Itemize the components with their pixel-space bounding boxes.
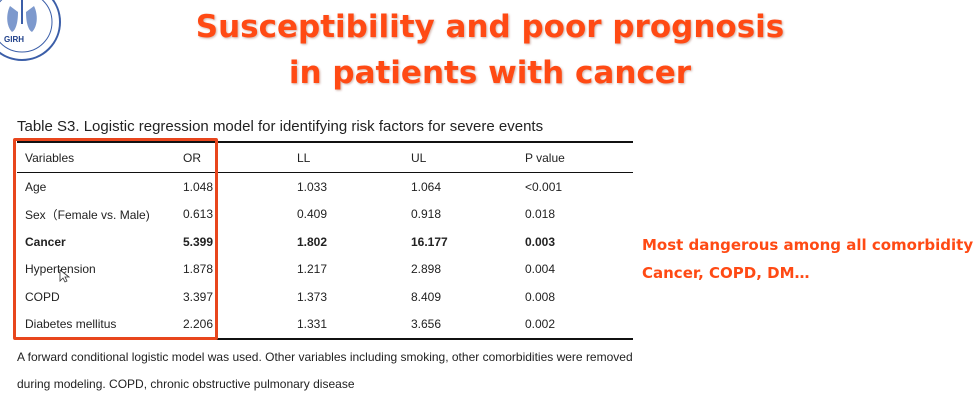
cell-ll: 1.217 (297, 262, 328, 277)
lungs-seal-icon: GIRH (0, 0, 61, 61)
cell-ll: 1.373 (297, 289, 328, 304)
cell-or: 3.397 (183, 289, 214, 304)
header-ll: LL (297, 150, 311, 165)
table-row: Hypertension 1.878 1.217 2.898 0.004 (17, 256, 633, 284)
cell-p-value: 0.018 (525, 207, 556, 222)
cell-variable: Hypertension (25, 262, 96, 277)
title-line-1: Susceptibility and poor prognosis (195, 9, 785, 45)
table-footnote-line-2: during modeling. COPD, chronic obstructi… (17, 377, 355, 391)
cell-ul: 8.409 (411, 289, 442, 304)
cell-ul: 0.918 (411, 207, 442, 222)
cell-p-value: <0.001 (525, 179, 563, 194)
cell-variable: Cancer (25, 234, 66, 249)
header-or: OR (183, 150, 201, 165)
side-annotation-line-2: Cancer, COPD, DM… (642, 264, 810, 282)
cell-ll: 1.033 (297, 179, 328, 194)
table-row: Age 1.048 1.033 1.064 <0.001 (17, 173, 633, 201)
table-header-row: Variables OR LL UL P value (17, 142, 633, 173)
cell-or: 0.613 (183, 207, 214, 222)
cell-or: 5.399 (183, 234, 214, 249)
cell-or: 2.206 (183, 317, 214, 332)
table-row: COPD 3.397 1.373 8.409 0.008 (17, 283, 633, 311)
cell-ll: 1.802 (297, 234, 328, 249)
cell-ll: 0.409 (297, 207, 328, 222)
header-ul: UL (411, 150, 427, 165)
table-row: Sex（Female vs. Male) 0.613 0.409 0.918 0… (17, 201, 633, 229)
svg-text:GIRH: GIRH (4, 35, 24, 44)
slide-title: Susceptibility and poor prognosis in pat… (150, 4, 830, 96)
cell-p-value: 0.002 (525, 317, 556, 332)
cell-variable: Diabetes mellitus (25, 317, 117, 332)
cell-ul: 2.898 (411, 262, 442, 277)
title-line-2: in patients with cancer (288, 55, 692, 91)
cell-variable: Sex（Female vs. Male) (25, 207, 150, 222)
cell-p-value: 0.004 (525, 262, 556, 277)
cell-p-value: 0.008 (525, 289, 556, 304)
header-variables: Variables (25, 150, 75, 165)
side-annotation: Most dangerous among all comorbidity Can… (642, 231, 973, 287)
cell-or: 1.878 (183, 262, 214, 277)
cell-variable: COPD (25, 289, 60, 304)
mouse-pointer-icon (59, 269, 71, 283)
regression-table: Variables OR LL UL P value Age 1.048 1.0… (17, 141, 633, 340)
institute-logo: GIRH (0, 0, 64, 64)
cell-or: 1.048 (183, 179, 214, 194)
table-row: Cancer 5.399 1.802 16.177 0.003 (17, 228, 633, 256)
table-footnote-line-1: A forward conditional logistic model was… (17, 350, 633, 364)
cell-ul: 3.656 (411, 317, 442, 332)
table-caption: Table S3. Logistic regression model for … (17, 118, 544, 135)
cell-ul: 1.064 (411, 179, 442, 194)
cell-p-value: 0.003 (525, 234, 556, 249)
cell-ll: 1.331 (297, 317, 328, 332)
header-p-value: P value (525, 150, 565, 165)
cell-variable: Age (25, 179, 47, 194)
side-annotation-line-1: Most dangerous among all comorbidity (642, 236, 974, 254)
or-highlight-box (13, 138, 218, 340)
table-row: Diabetes mellitus 2.206 1.331 3.656 0.00… (17, 311, 633, 339)
cell-ul: 16.177 (411, 234, 448, 249)
